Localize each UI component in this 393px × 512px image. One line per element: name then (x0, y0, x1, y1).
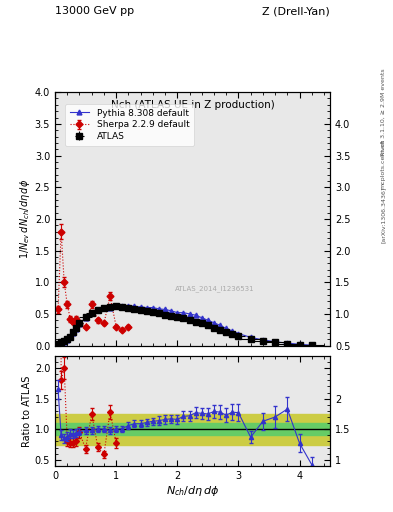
Pythia 8.308 default (59, 340, 64, 346)
Pythia 8.308 default (144, 305, 149, 311)
Pythia 8.308 default (181, 310, 186, 316)
Pythia 8.308 default (95, 307, 100, 313)
Pythia 8.308 default (151, 305, 155, 311)
Pythia 8.308 default (169, 308, 174, 314)
Pythia 8.308 default (77, 321, 82, 327)
Pythia 8.308 default (74, 326, 79, 332)
Pythia 8.308 default (211, 319, 216, 326)
Text: ATLAS_2014_I1236531: ATLAS_2014_I1236531 (175, 285, 254, 292)
Pythia 8.308 default (273, 339, 277, 345)
Pythia 8.308 default (108, 305, 112, 311)
Pythia 8.308 default (230, 328, 235, 334)
Pythia 8.308 default (187, 311, 192, 317)
Pythia 8.308 default (56, 342, 61, 348)
Pythia 8.308 default (68, 334, 73, 340)
Text: Nch (ATLAS UE in Z production): Nch (ATLAS UE in Z production) (111, 100, 274, 110)
Pythia 8.308 default (248, 334, 253, 340)
Pythia 8.308 default (236, 330, 241, 336)
Pythia 8.308 default (83, 315, 88, 321)
Pythia 8.308 default (101, 305, 106, 311)
Pythia 8.308 default (224, 326, 229, 332)
Text: Rivet 3.1.10, ≥ 2.9M events: Rivet 3.1.10, ≥ 2.9M events (381, 69, 386, 157)
Pythia 8.308 default (89, 310, 94, 316)
Y-axis label: Ratio to ATLAS: Ratio to ATLAS (22, 375, 32, 446)
Text: Z (Drell-Yan): Z (Drell-Yan) (263, 6, 330, 16)
Y-axis label: $1/N_{ev}\,dN_{ch}/d\eta\,d\phi$: $1/N_{ev}\,dN_{ch}/d\eta\,d\phi$ (18, 179, 32, 259)
Pythia 8.308 default (126, 303, 131, 309)
Text: [arXiv:1306.3436]: [arXiv:1306.3436] (381, 187, 386, 243)
Text: 13000 GeV pp: 13000 GeV pp (55, 6, 134, 16)
Pythia 8.308 default (297, 342, 302, 348)
Pythia 8.308 default (62, 339, 66, 345)
Pythia 8.308 default (285, 340, 290, 346)
Pythia 8.308 default (120, 303, 125, 309)
Pythia 8.308 default (175, 310, 180, 316)
Pythia 8.308 default (206, 317, 210, 324)
Text: mcplots.cern.ch: mcplots.cern.ch (381, 139, 386, 189)
Legend: Pythia 8.308 default, Sherpa 2.2.9 default, ATLAS: Pythia 8.308 default, Sherpa 2.2.9 defau… (65, 104, 194, 146)
Pythia 8.308 default (199, 315, 204, 321)
Pythia 8.308 default (132, 303, 137, 309)
Pythia 8.308 default (156, 306, 161, 312)
Pythia 8.308 default (114, 303, 119, 309)
Pythia 8.308 default (71, 330, 76, 336)
Line: Pythia 8.308 default: Pythia 8.308 default (56, 303, 314, 348)
Pythia 8.308 default (218, 322, 222, 328)
Pythia 8.308 default (138, 304, 143, 310)
Pythia 8.308 default (261, 337, 265, 343)
Pythia 8.308 default (65, 337, 70, 343)
Pythia 8.308 default (163, 306, 167, 312)
Pythia 8.308 default (309, 342, 314, 348)
Pythia 8.308 default (193, 312, 198, 318)
X-axis label: $N_{ch}/d\eta\,d\phi$: $N_{ch}/d\eta\,d\phi$ (166, 483, 219, 498)
